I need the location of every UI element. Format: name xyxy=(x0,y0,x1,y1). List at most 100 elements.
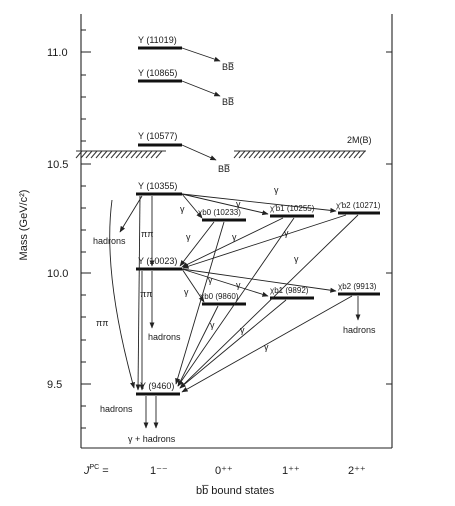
hatch-stroke xyxy=(288,150,296,159)
chi-b2-10271-label: χ′b2 (10271) xyxy=(336,201,381,210)
transitions-from-10023 xyxy=(139,268,337,391)
upsilon-10865-label: Υ (10865) xyxy=(138,68,177,78)
chi-b0-10233-label: χb0 (10233) xyxy=(198,208,241,217)
hatch-stroke xyxy=(303,150,311,159)
chi-b1-10255-label: χ′b1 (10255) xyxy=(270,204,315,213)
hatch-stroke xyxy=(105,150,113,159)
hatch-stroke xyxy=(145,150,153,159)
hatch-stroke xyxy=(293,150,301,159)
gamma-label: γ xyxy=(186,232,191,242)
hatch-stroke xyxy=(338,150,346,159)
transitions-to-9460-upper xyxy=(175,214,359,389)
pipi-label: ππ xyxy=(141,229,153,239)
hatch-stroke xyxy=(85,150,93,159)
upsilon-9460-label: Υ (9460) xyxy=(140,381,174,391)
bb-label: BB̅ xyxy=(218,164,230,174)
hatch-stroke xyxy=(95,150,103,159)
y-ticks xyxy=(81,29,392,429)
x-axis-title: bb̅ bound states xyxy=(196,485,275,497)
jpc-column-label: 1⁻⁻ xyxy=(150,465,168,477)
upsilon-10023-label: Υ (10023) xyxy=(138,256,177,266)
hatch-stroke xyxy=(313,150,321,159)
gamma-label: γ xyxy=(208,275,213,285)
hatch-stroke xyxy=(100,150,108,159)
bb-label: BB̅ xyxy=(222,97,234,107)
hatch-stroke xyxy=(298,150,306,159)
y-tick-label: 9.5 xyxy=(47,379,62,391)
jpc-prefix: JPC = xyxy=(83,464,109,477)
jpc-column-label: 0⁺⁺ xyxy=(215,465,233,477)
hadrons-label: hadrons xyxy=(100,404,133,414)
chi-b1-9892-label: χb1 (9892) xyxy=(270,286,309,295)
transitions-chi1p-to-9460 xyxy=(177,295,353,393)
gamma-label: γ xyxy=(274,185,279,195)
hatch-stroke xyxy=(248,150,256,159)
bb-decay-arrow xyxy=(181,144,217,161)
hatch-stroke xyxy=(80,150,88,159)
transitions-to-10023 xyxy=(179,214,347,269)
hatch-stroke xyxy=(253,150,261,159)
hatch-stroke xyxy=(348,150,356,159)
jpc-prefix-sup: PC xyxy=(90,464,100,471)
hatch-stroke xyxy=(135,150,143,159)
transitions-from-10355 xyxy=(119,193,337,391)
hatch-stroke xyxy=(308,150,316,159)
hatch-stroke xyxy=(268,150,276,159)
gamma-label: γ xyxy=(180,204,185,214)
gamma-label: γ xyxy=(236,199,241,209)
gamma-label: γ xyxy=(240,325,245,335)
jpc-prefix-j: J xyxy=(83,465,90,477)
hatch-stroke xyxy=(130,150,138,159)
hatch-stroke xyxy=(328,150,336,159)
hatch-stroke xyxy=(75,150,83,159)
hatch-stroke xyxy=(155,150,163,159)
hatch-stroke xyxy=(150,150,158,159)
hadrons-label: hadrons xyxy=(343,325,376,335)
y-tick-label: 11.0 xyxy=(47,47,68,59)
gamma-label: γ xyxy=(210,320,215,330)
chi-b0-9860-label: χb0 (9860) xyxy=(200,292,239,301)
gamma-label: γ xyxy=(232,232,237,242)
bb-label: BB̅ xyxy=(222,62,234,72)
hatch-stroke xyxy=(263,150,271,159)
hatch-stroke xyxy=(243,150,251,159)
gamma-hadrons-label: γ + hadrons xyxy=(128,434,176,444)
hatch-stroke xyxy=(343,150,351,159)
hatch-stroke xyxy=(90,150,98,159)
bb-decay-arrow xyxy=(181,47,221,62)
upsilon-11019-label: Υ (11019) xyxy=(138,35,177,45)
chi-b2-9913-label: χb2 (9913) xyxy=(338,282,377,291)
jpc-prefix-eq: = xyxy=(102,465,108,477)
plot-frame xyxy=(80,14,393,449)
hadrons-label: hadrons xyxy=(148,332,181,342)
hatch-stroke xyxy=(283,150,291,159)
gamma-label: γ xyxy=(236,280,241,290)
hatch-stroke xyxy=(258,150,266,159)
jpc-column-label: 2⁺⁺ xyxy=(348,465,366,477)
hatch-stroke xyxy=(358,150,366,159)
hatch-stroke xyxy=(333,150,341,159)
gamma-label: γ xyxy=(284,228,289,238)
gamma-label: γ xyxy=(294,254,299,264)
hatch-stroke xyxy=(120,150,128,159)
hatch-stroke xyxy=(140,150,148,159)
threshold-label: 2M(B) xyxy=(347,135,372,145)
hatch-stroke xyxy=(110,150,118,159)
jpc-column-label: 1⁺⁺ xyxy=(282,465,300,477)
hatch-stroke xyxy=(233,150,241,159)
gamma-label: γ xyxy=(264,342,269,352)
pipi-label: ππ xyxy=(96,318,108,328)
upsilon-10355-label: Υ (10355) xyxy=(138,181,177,191)
hatch-stroke xyxy=(273,150,281,159)
hatch-stroke xyxy=(115,150,123,159)
y-axis-label: Mass (GeV/c²) xyxy=(18,190,30,261)
hatch-stroke xyxy=(353,150,361,159)
hatch-stroke xyxy=(323,150,331,159)
pipi-label: ππ xyxy=(140,289,152,299)
upsilon-10577-label: Υ (10577) xyxy=(138,131,177,141)
pipi-10355-to-9460 xyxy=(109,199,135,389)
hatch-stroke xyxy=(238,150,246,159)
y-tick-label: 10.5 xyxy=(47,159,68,171)
threshold-hatch xyxy=(75,150,366,159)
